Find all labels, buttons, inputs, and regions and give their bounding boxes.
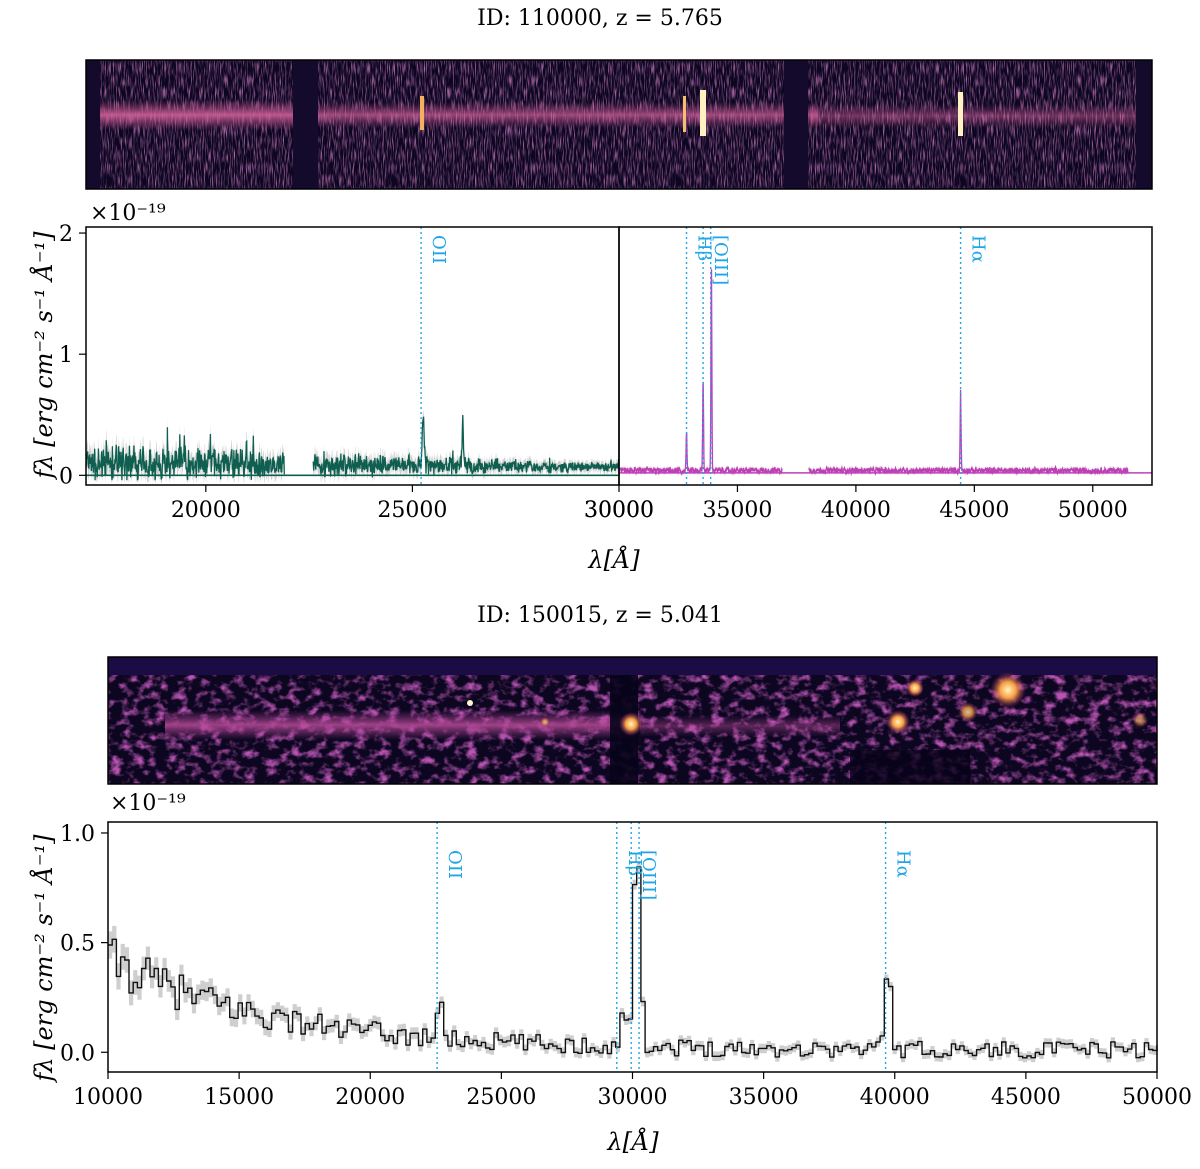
emission-line-label: [OIII] bbox=[710, 235, 731, 285]
y-tick-label: 2 bbox=[59, 222, 73, 247]
x-tick-label: 40000 bbox=[860, 1085, 930, 1110]
panel1-2d-spectrum bbox=[85, 59, 1153, 190]
x-tick-label: 15000 bbox=[204, 1085, 274, 1110]
x-tick-label: 25000 bbox=[466, 1085, 536, 1110]
x-tick-label: 40000 bbox=[821, 498, 891, 523]
error-band bbox=[619, 266, 783, 477]
panel1-exponent: ×10⁻¹⁹ bbox=[90, 201, 166, 226]
error-band bbox=[313, 408, 619, 483]
spectrum-series-0-0 bbox=[85, 427, 285, 481]
emission-line-label: Hβ bbox=[624, 850, 645, 876]
x-tick-label: 25000 bbox=[377, 498, 447, 523]
y-tick-label: 0 bbox=[59, 464, 73, 489]
x-tick-label: 30000 bbox=[598, 1085, 668, 1110]
emission-line-label: [OIII] bbox=[638, 850, 659, 900]
panel1-xlabel: λ[Å] bbox=[587, 545, 640, 574]
y-tick-label: 1.0 bbox=[60, 822, 95, 847]
emission-line-label: Hα bbox=[968, 235, 989, 263]
x-tick-label: 20000 bbox=[171, 498, 241, 523]
x-tick-label: 45000 bbox=[939, 498, 1009, 523]
y-tick-label: 1 bbox=[59, 343, 73, 368]
x-tick-label: 30000 bbox=[584, 498, 654, 523]
panel1-title: ID: 110000, z = 5.765 bbox=[477, 6, 723, 31]
x-tick-label: 20000 bbox=[335, 1085, 405, 1110]
panel2-exponent: ×10⁻¹⁹ bbox=[110, 791, 186, 816]
x-tick-label: 50000 bbox=[1058, 498, 1128, 523]
emission-line-label: OII bbox=[428, 235, 449, 264]
spectrum-series-1-0 bbox=[618, 269, 783, 476]
x-tick-label: 30000 bbox=[584, 498, 654, 523]
prism-spectrum-series bbox=[108, 866, 1158, 1059]
panel2-frame bbox=[107, 821, 1158, 1073]
x-tick-label: 35000 bbox=[729, 1085, 799, 1110]
panel2-2d-spectrum bbox=[107, 656, 1158, 785]
panel2-ylabel: fλ [erg cm⁻² s⁻¹ Å⁻¹] bbox=[29, 834, 58, 1084]
x-tick-label: 35000 bbox=[702, 498, 772, 523]
panel2-title: ID: 150015, z = 5.041 bbox=[477, 603, 723, 628]
emission-line-label: OII bbox=[444, 850, 465, 879]
panel1-axes: ×10⁻¹⁹ fλ [erg cm⁻² s⁻¹ Å⁻¹] λ[Å] OII Hβ[… bbox=[29, 201, 1153, 574]
spectrum-series-1-1 bbox=[808, 389, 1129, 477]
spectrum-series-0-1 bbox=[312, 414, 620, 478]
y-tick-label: 0.0 bbox=[60, 1041, 95, 1066]
panel1-ylabel: fλ [erg cm⁻² s⁻¹ Å⁻¹] bbox=[29, 231, 58, 481]
y-tick-label: 0.5 bbox=[60, 932, 95, 957]
panel1-left-frame bbox=[85, 226, 620, 486]
x-tick-label: 10000 bbox=[73, 1085, 143, 1110]
x-tick-label: 45000 bbox=[991, 1085, 1061, 1110]
emission-line-label: Hα bbox=[893, 850, 914, 878]
error-band bbox=[808, 387, 1129, 477]
panel2-xlabel: λ[Å] bbox=[606, 1127, 659, 1156]
emission-line-label: Hβ bbox=[694, 235, 715, 261]
x-tick-label: 50000 bbox=[1122, 1085, 1192, 1110]
panel2-axes: ×10⁻¹⁹ fλ [erg cm⁻² s⁻¹ Å⁻¹] λ[Å] OII Hβ[… bbox=[29, 791, 1192, 1156]
panel1-right-frame bbox=[618, 226, 1153, 486]
